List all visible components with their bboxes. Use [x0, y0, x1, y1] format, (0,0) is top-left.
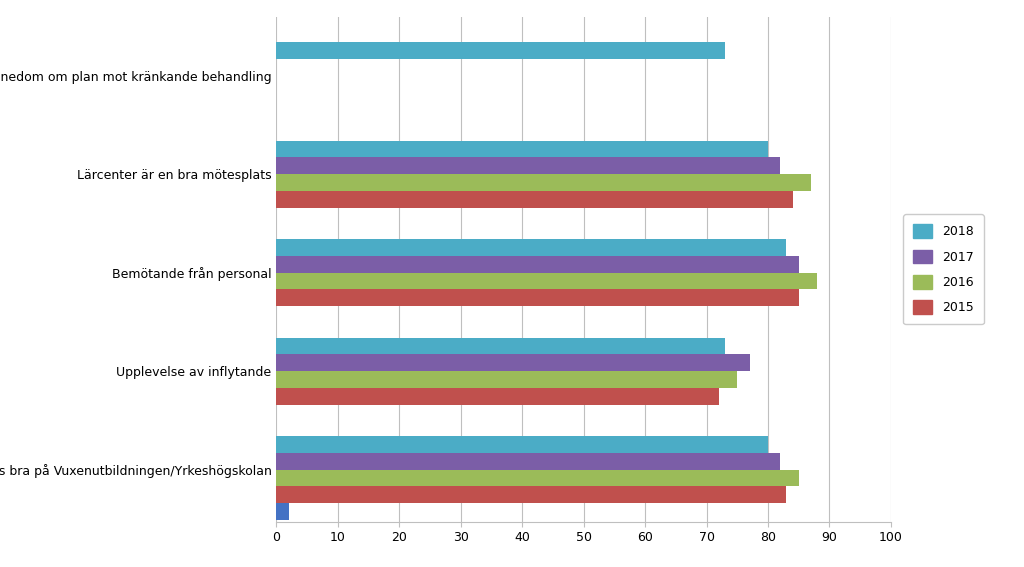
Bar [276, 289, 799, 306]
Bar [276, 486, 786, 503]
Bar [276, 141, 768, 158]
Bar [276, 256, 799, 273]
Bar [276, 354, 750, 371]
Bar [276, 239, 786, 256]
Bar [276, 453, 780, 469]
Bar [276, 191, 793, 208]
Bar [276, 273, 817, 289]
Bar [276, 436, 768, 453]
Bar [276, 338, 725, 354]
Legend: 2018, 2017, 2016, 2015: 2018, 2017, 2016, 2015 [903, 214, 984, 324]
Bar [276, 158, 780, 174]
Bar [276, 42, 725, 59]
Bar [276, 174, 811, 191]
Bar [276, 503, 289, 520]
Bar [276, 469, 799, 486]
Bar [276, 388, 719, 405]
Bar [276, 371, 737, 388]
